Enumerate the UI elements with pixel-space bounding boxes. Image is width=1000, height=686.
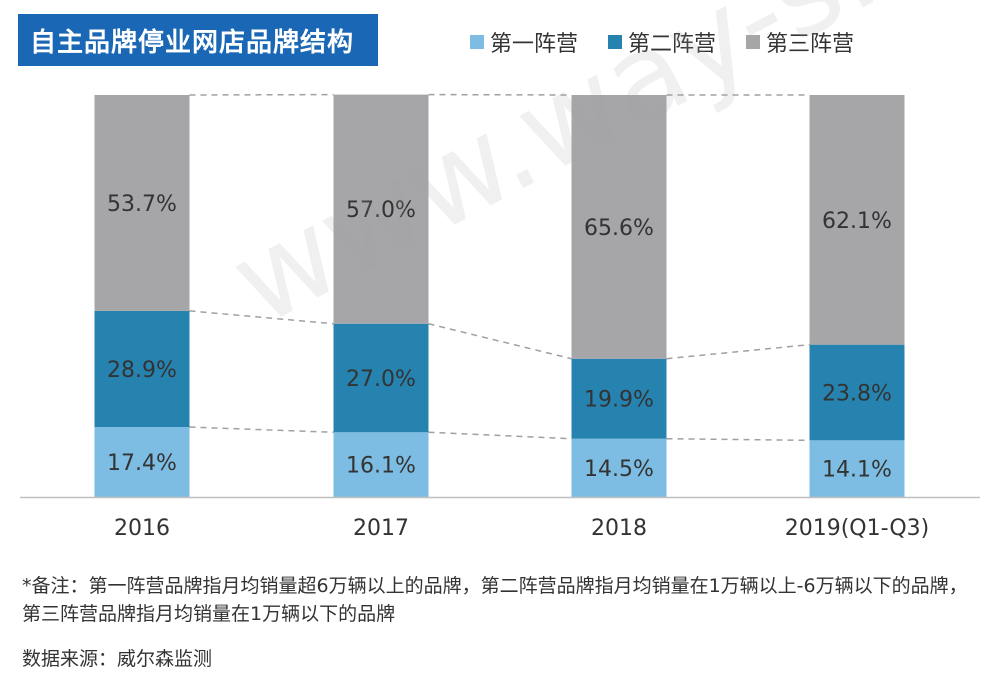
bar-segment-2-2018 — [571, 358, 667, 439]
bar-segment-1-2019(Q1-Q3) — [809, 440, 905, 497]
data-label: 28.9% — [107, 358, 177, 383]
bar-segment-3-2016 — [94, 95, 190, 311]
footnote: *备注：第一阵营品牌指月均销量超6万辆以上的品牌，第二阵营品牌指月均销量在1万辆… — [22, 575, 968, 625]
legend-label-tier3: 第三阵营 — [766, 32, 855, 57]
data-label: 17.4% — [107, 451, 177, 476]
data-label: 14.1% — [822, 458, 892, 483]
bar-segment-2-2019(Q1-Q3) — [809, 344, 905, 441]
data-label: 57.0% — [346, 198, 416, 223]
data-label: 27.0% — [346, 367, 416, 392]
data-label: 23.8% — [822, 381, 892, 406]
x-tick-label: 2019(Q1-Q3) — [785, 516, 930, 541]
bar-segment-2-2016 — [94, 310, 190, 428]
x-tick-label: 2018 — [591, 516, 647, 541]
legend-item-tier3: 第三阵营 — [746, 26, 854, 58]
bar-segment-2-2017 — [333, 323, 429, 433]
data-label: 53.7% — [107, 192, 177, 217]
connector-line — [189, 310, 334, 325]
legend-item-tier1: 第一阵营 — [470, 26, 578, 58]
legend-swatch-tier3 — [746, 35, 761, 49]
data-label: 62.1% — [822, 209, 892, 234]
x-tick-label: 2016 — [114, 516, 170, 541]
legend-label-tier2: 第二阵营 — [628, 32, 717, 57]
data-source: 数据来源：威尔森监测 — [22, 648, 213, 670]
legend-label-tier1: 第一阵营 — [490, 32, 579, 57]
bar-segment-1-2017 — [333, 432, 429, 497]
legend-swatch-tier2 — [608, 35, 623, 49]
bar-segment-1-2018 — [571, 438, 667, 497]
connector-line — [428, 431, 572, 440]
legend-swatch-tier1 — [470, 35, 484, 49]
connector-line — [666, 343, 810, 360]
data-label: 19.9% — [584, 388, 654, 413]
chart-title: 自主品牌停业网店品牌结构 — [18, 14, 378, 66]
data-label: 16.1% — [346, 454, 416, 479]
data-label: 65.6% — [584, 216, 654, 241]
connector-line — [666, 437, 810, 442]
bar-segment-3-2019(Q1-Q3) — [809, 95, 905, 345]
x-tick-label: 2017 — [353, 516, 409, 541]
bar-segment-3-2017 — [333, 94, 429, 324]
legend: 第一阵营 第二阵营 第三阵营 — [470, 26, 854, 58]
data-label: 14.5% — [584, 457, 654, 482]
bar-segment-1-2016 — [94, 427, 190, 497]
connector-line — [428, 323, 572, 360]
bar-segment-3-2018 — [571, 95, 667, 359]
legend-item-tier2: 第二阵营 — [608, 26, 716, 58]
connector-line — [189, 426, 334, 434]
stacked-bar-chart: 17.4% 28.9% 53.7% 16.1% 27.0% 57.0% 14.5% 19.9%… — [20, 93, 980, 541]
